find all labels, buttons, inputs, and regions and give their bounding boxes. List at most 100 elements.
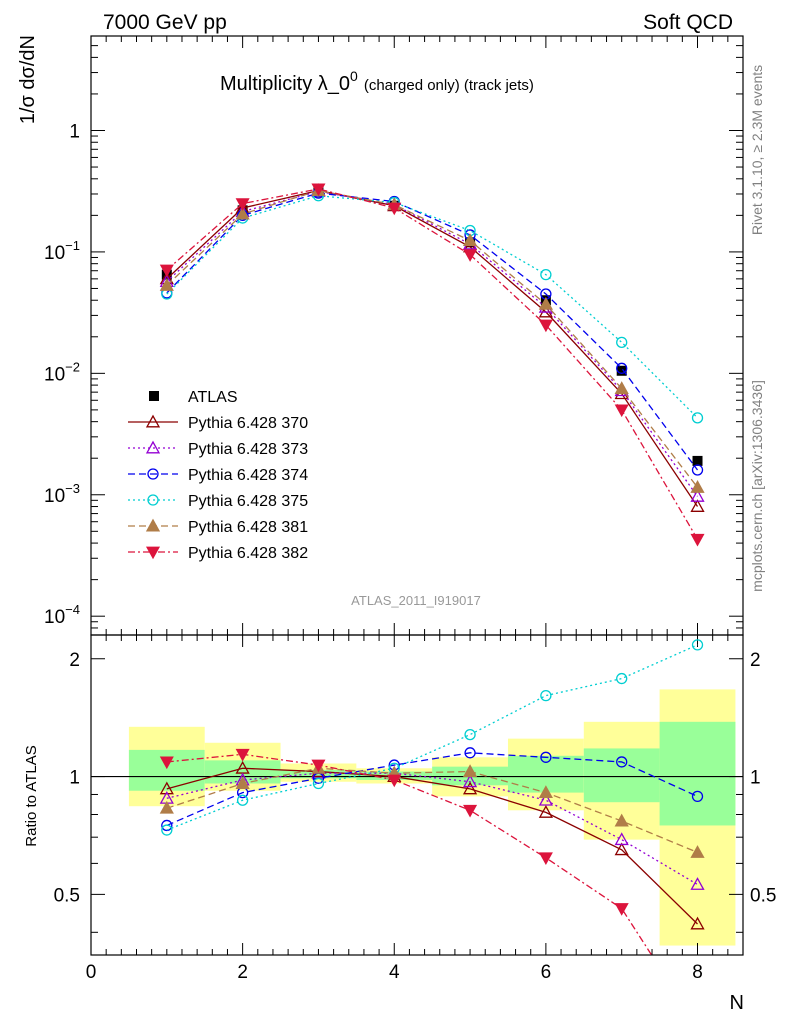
- ratio-point: [462, 764, 478, 777]
- ratio-point: [312, 777, 325, 790]
- ratio-point: [614, 842, 629, 856]
- x-tick-label: 8: [692, 962, 703, 983]
- ratio-point: [690, 845, 705, 858]
- series-point: [690, 499, 705, 512]
- y-tick-label: 10−3: [44, 481, 80, 507]
- series-point: [538, 304, 553, 318]
- ratio-point: [691, 639, 704, 651]
- series-point: [616, 336, 628, 348]
- y-tick-label: 10−2: [44, 359, 80, 385]
- ratio-point: [538, 792, 553, 806]
- y-tick-label-exp: −3: [65, 481, 80, 496]
- legend-label: Pythia 6.428 381: [188, 519, 308, 536]
- chart-title-sup: 0: [350, 68, 358, 84]
- ratio-point: [691, 790, 704, 803]
- legend-label: Pythia 6.428 382: [188, 545, 308, 562]
- ratio-tick-label-left: 0.5: [54, 885, 80, 906]
- ratio-line: [166, 767, 698, 854]
- series-line: [166, 189, 699, 507]
- ratio-point: [464, 747, 476, 759]
- ratio-band-green: [659, 721, 736, 826]
- ratio-point: [538, 852, 553, 866]
- atlas-point: [692, 455, 703, 466]
- ratio-band-green: [204, 760, 281, 784]
- ratio-point: [387, 774, 402, 788]
- ratio-tick-label-right: 1: [750, 768, 761, 789]
- ratio-band-green: [280, 769, 357, 779]
- ratio-band-green: [128, 749, 205, 791]
- y-tick-label-base: 10: [44, 364, 65, 385]
- series-line: [166, 188, 699, 540]
- ratio-point: [540, 689, 552, 702]
- ratio-panel-data: [159, 639, 705, 955]
- chart-title-main: Multiplicity λ_0: [220, 73, 350, 95]
- top-panel-data: [159, 183, 705, 547]
- ratio-point: [538, 805, 553, 818]
- y-tick-label: 1: [69, 121, 80, 142]
- ratio-point: [540, 751, 552, 763]
- header-left: 7000 GeV pp: [103, 11, 227, 34]
- legend-marker: [147, 468, 159, 480]
- ratio-tick-label-left: 1: [69, 768, 80, 789]
- ratio-point: [159, 781, 174, 795]
- y-tick-label: 10−4: [44, 602, 80, 628]
- series-point: [690, 533, 705, 547]
- legend-label: Pythia 6.428 370: [188, 415, 308, 432]
- ratio-line: [166, 767, 698, 925]
- ratio-point: [538, 785, 553, 799]
- series-point: [159, 278, 174, 291]
- series-point: [690, 489, 705, 502]
- ratio-tick-label-left: 2: [69, 650, 80, 671]
- y-tick-label-base: 1: [69, 121, 80, 142]
- series-point: [614, 404, 629, 418]
- series-point: [235, 206, 250, 220]
- ratio-point: [462, 781, 478, 795]
- series-point: [387, 202, 402, 216]
- series-point: [616, 362, 628, 374]
- series-line: [166, 195, 698, 419]
- series-point: [463, 249, 478, 262]
- ratio-tick-label-right: 0.5: [750, 885, 776, 906]
- ratio-point: [235, 776, 250, 789]
- legend-label: Pythia 6.428 375: [188, 493, 308, 510]
- series-point: [538, 319, 553, 333]
- chart-title: Multiplicity λ_00 (charged only) (track j…: [220, 68, 534, 95]
- ratio-point: [690, 877, 705, 890]
- x-axis-label: N: [730, 992, 744, 1014]
- y-tick-label: 10−1: [44, 238, 80, 264]
- ratio-point: [159, 756, 174, 770]
- ratio-point: [463, 804, 478, 818]
- ratio-point: [616, 672, 628, 685]
- series-line: [166, 189, 699, 488]
- y-tick-label-base: 10: [44, 486, 65, 507]
- x-tick-label: 4: [389, 962, 400, 983]
- series-point: [614, 381, 629, 394]
- y-tick-label-exp: −2: [65, 359, 80, 374]
- ratio-point: [690, 916, 705, 930]
- ratio-point: [161, 824, 173, 836]
- ratio-y-axis-label: Ratio to ATLAS: [23, 745, 40, 846]
- legend-atlas-marker: [149, 391, 159, 401]
- legend-marker: [145, 546, 161, 560]
- x-tick-label: 6: [541, 962, 552, 983]
- ratio-point: [311, 759, 326, 773]
- bottom-panel-frame: [90, 634, 744, 956]
- series-point: [311, 183, 326, 197]
- x-tick-label: 2: [237, 962, 248, 983]
- series-point: [235, 198, 250, 211]
- ratio-point: [235, 748, 250, 762]
- series-line: [166, 190, 699, 497]
- series-point: [540, 268, 552, 281]
- ratio-point: [462, 774, 478, 788]
- ratio-point: [464, 728, 476, 741]
- series-point: [538, 297, 553, 310]
- series-point: [691, 412, 704, 424]
- chart-title-note: (charged only) (track jets): [364, 77, 534, 94]
- series-point: [691, 464, 704, 476]
- y-tick-label-exp: −4: [65, 602, 80, 617]
- ratio-bands: [128, 689, 736, 946]
- legend-marker: [145, 414, 161, 428]
